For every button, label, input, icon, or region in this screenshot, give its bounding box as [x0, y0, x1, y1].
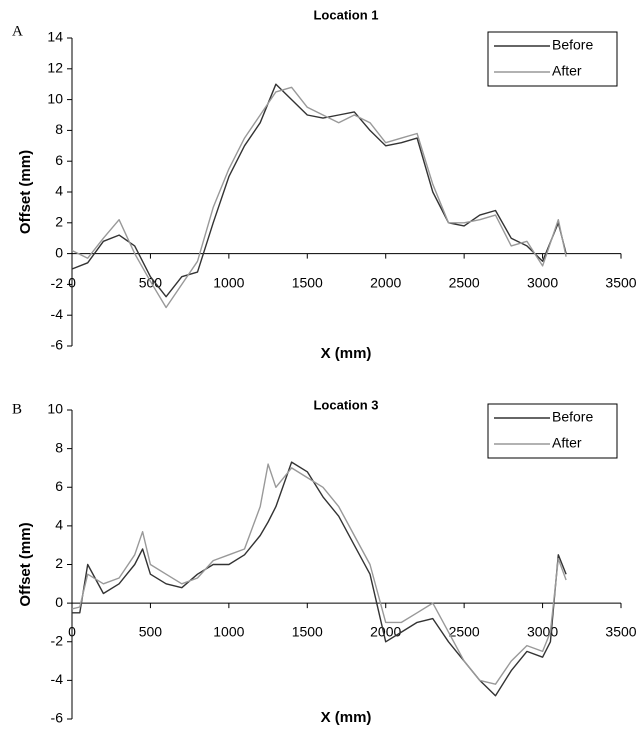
y-tick-label: -6	[51, 710, 64, 726]
x-axis-label: X (mm)	[321, 345, 372, 362]
legend-label: Before	[552, 409, 593, 425]
y-tick-label: -2	[51, 632, 64, 648]
x-tick-label: 0	[68, 275, 76, 291]
y-tick-label: 2	[55, 555, 63, 571]
x-tick-label: 1000	[213, 624, 244, 640]
x-tick-label: 2000	[370, 624, 401, 640]
panel-label: B	[12, 401, 22, 417]
y-tick-label: -2	[51, 275, 64, 291]
x-axis-label: X (mm)	[321, 709, 372, 726]
x-tick-label: 2500	[449, 624, 480, 640]
y-tick-label: 6	[55, 152, 63, 168]
y-tick-label: 8	[55, 121, 63, 137]
legend-label: After	[552, 63, 582, 79]
x-tick-label: 1000	[213, 275, 244, 291]
legend-label: After	[552, 435, 582, 451]
y-tick-label: 4	[55, 183, 63, 199]
x-tick-label: 3500	[605, 275, 636, 291]
x-tick-label: 2500	[449, 275, 480, 291]
y-axis-label: Offset (mm)	[17, 150, 34, 234]
x-tick-label: 3000	[527, 275, 558, 291]
y-tick-label: 2	[55, 214, 63, 230]
series-line	[71, 83, 567, 298]
x-tick-label: 1500	[292, 624, 323, 640]
legend-box	[487, 31, 618, 87]
y-axis-label: Offset (mm)	[17, 522, 34, 606]
x-tick-label: 3000	[527, 624, 558, 640]
y-tick-label: 10	[47, 90, 63, 106]
chart-title: Location 3	[313, 397, 378, 412]
chart-title: Location 1	[313, 7, 378, 22]
x-tick-label: 500	[139, 624, 163, 640]
x-tick-label: 0	[68, 624, 76, 640]
x-tick-label: 3500	[605, 624, 636, 640]
y-tick-label: 4	[55, 517, 63, 533]
y-tick-label: -4	[51, 306, 64, 322]
panel-label: A	[12, 23, 23, 39]
legend-label: Before	[552, 37, 593, 53]
x-tick-label: 1500	[292, 275, 323, 291]
legend-box	[487, 403, 618, 459]
series-line	[71, 86, 567, 309]
y-tick-label: 6	[55, 478, 63, 494]
y-tick-label: -6	[51, 337, 64, 353]
y-tick-label: 14	[47, 29, 63, 45]
series-line	[72, 461, 567, 697]
y-tick-label: 12	[47, 60, 63, 76]
y-tick-label: 8	[55, 439, 63, 455]
y-tick-label: 0	[55, 594, 63, 610]
series-line	[71, 463, 567, 685]
y-tick-label: 0	[55, 244, 63, 260]
y-tick-label: 10	[47, 401, 63, 417]
x-tick-label: 2000	[370, 275, 401, 291]
y-tick-label: -4	[51, 671, 64, 687]
